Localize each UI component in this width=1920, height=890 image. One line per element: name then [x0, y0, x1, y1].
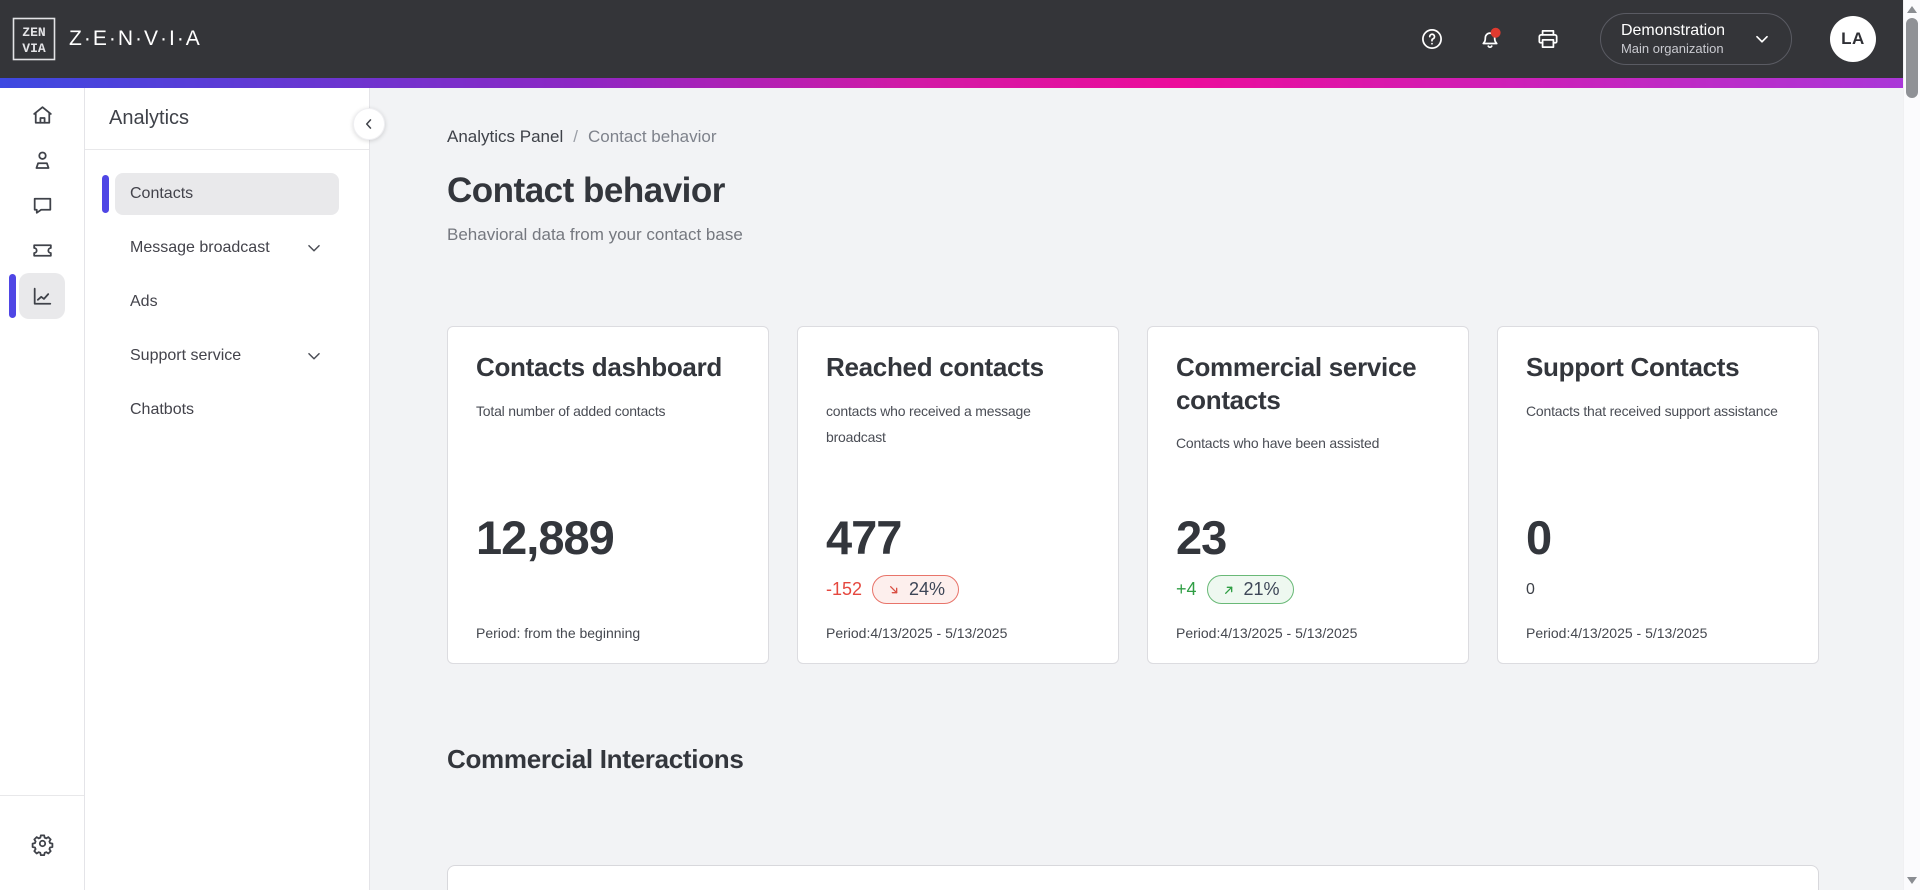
notifications-button[interactable]: [1470, 19, 1510, 59]
card-title: Support Contacts: [1526, 352, 1740, 382]
home-icon: [32, 105, 52, 124]
card-contacts-dashboard: Contacts dashboard Total number of added…: [447, 326, 769, 664]
topbar: ZEN VIA Z·E·N·V·I·A: [0, 0, 1903, 78]
sidebar-item-contacts[interactable]: Contacts: [102, 173, 339, 215]
rail-item-analytics[interactable]: [9, 273, 65, 319]
page-scrollbar[interactable]: [1903, 0, 1920, 890]
chat-bubble-icon: [33, 197, 51, 214]
delta-value: 0: [1526, 580, 1535, 598]
rail-footer: [0, 795, 84, 890]
card-title: Commercial service contacts: [1176, 352, 1417, 415]
zenvia-logo-icon: ZEN VIA: [12, 17, 56, 61]
chevron-down-icon: [1756, 35, 1768, 43]
breadcrumb-separator: /: [573, 127, 578, 146]
analytics-sidebar: Analytics Contacts Message broadcast Ads…: [85, 88, 385, 890]
breadcrumb-current: Contact behavior: [587, 127, 717, 146]
delta-percent: 21%: [1243, 579, 1280, 599]
card-title: Contacts dashboard: [476, 352, 722, 382]
scrollbar-thumb[interactable]: [1906, 18, 1918, 98]
organization-sub: Main organization: [1620, 40, 1724, 56]
commercial-interactions-card: [447, 865, 1819, 890]
card-value: 0: [1526, 511, 1552, 565]
card-delta-row: -152 24%: [826, 566, 1090, 613]
breadcrumb: Analytics Panel / Contact behavior: [447, 127, 1819, 147]
card-description: Contacts that received support assistanc…: [1526, 402, 1778, 419]
card-period: Period:4/13/2025 - 5/13/2025: [826, 625, 1008, 641]
card-period: Period: from the beginning: [476, 625, 641, 641]
page-title: Contact behavior: [447, 171, 725, 210]
rail-item-home[interactable]: [19, 93, 65, 137]
sidebar-title: Analytics: [109, 107, 190, 129]
delta-percent: 24%: [909, 579, 946, 599]
kpi-cards-row: Contacts dashboard Total number of added…: [447, 326, 1819, 664]
card-period: Period:4/13/2025 - 5/13/2025: [1526, 625, 1708, 641]
rail-item-tickets[interactable]: [19, 228, 65, 272]
card-reached-contacts: Reached contacts contacts who received a…: [797, 326, 1119, 664]
section-title-commercial-interactions: Commercial Interactions: [447, 744, 744, 774]
brand-wordmark: Z·E·N·V·I·A: [69, 27, 202, 50]
arrow-down-right-icon: [890, 585, 898, 593]
card-title: Reached contacts: [826, 352, 1044, 382]
sidebar-nav: Contacts Message broadcast Ads Support s…: [102, 173, 345, 431]
scrollbar-up-arrow[interactable]: [1907, 6, 1917, 13]
card-support-contacts: Support Contacts Contacts that received …: [1497, 326, 1819, 664]
icon-rail: [0, 88, 85, 890]
main-content: Analytics Panel / Contact behavior Conta…: [370, 88, 1905, 890]
chevron-down-icon: [303, 345, 325, 367]
sidebar-item-ads[interactable]: Ads: [115, 281, 339, 323]
chevron-down-icon: [303, 237, 325, 259]
bell-icon: [1482, 27, 1501, 49]
rail-item-conversations[interactable]: [19, 183, 65, 227]
card-value: 12,889: [476, 511, 615, 565]
sidebar-item-message-broadcast[interactable]: Message broadcast: [115, 227, 339, 269]
rail-item-contacts[interactable]: [19, 138, 65, 182]
help-button[interactable]: [1412, 19, 1452, 59]
svg-text:VIA: VIA: [22, 41, 46, 56]
card-period: Period:4/13/2025 - 5/13/2025: [1176, 625, 1358, 641]
printer-icon: [1538, 30, 1558, 48]
rail-item-settings[interactable]: [19, 821, 65, 865]
sidebar-collapse-button[interactable]: [353, 108, 385, 140]
card-description: contacts who received a message broadcas…: [826, 402, 1031, 446]
card-description: Contacts who have been assisted: [1176, 435, 1380, 451]
card-delta-row: +4 21%: [1176, 566, 1440, 613]
svg-text:ZEN: ZEN: [22, 25, 45, 40]
person-icon: [35, 151, 49, 169]
help-icon: [1421, 29, 1442, 49]
sidebar-item-label: Chatbots: [130, 401, 195, 418]
sidebar-item-support-service[interactable]: Support service: [115, 335, 339, 377]
trend-badge-up: 21%: [1206, 575, 1294, 604]
card-commercial-service-contacts: Commercial service contacts Contacts who…: [1147, 326, 1469, 664]
sidebar-item-label: Message broadcast: [130, 239, 270, 256]
organization-switcher[interactable]: Demonstration Main organization: [1599, 12, 1792, 66]
gear-icon: [31, 833, 53, 856]
page-subtitle: Behavioral data from your contact base: [447, 225, 743, 244]
arrow-up-right-icon: [1224, 586, 1232, 594]
line-chart-icon: [33, 287, 51, 305]
card-description: Total number of added contacts: [476, 402, 666, 419]
notification-dot: [1490, 27, 1501, 38]
scrollbar-down-arrow[interactable]: [1907, 877, 1917, 884]
sidebar-header: Analytics: [85, 88, 369, 150]
card-delta-row: [476, 566, 740, 613]
chevron-left-icon: [366, 119, 372, 129]
user-avatar[interactable]: LA: [1830, 16, 1876, 62]
delta-value: +4: [1176, 579, 1197, 599]
breadcrumb-analytics-panel[interactable]: Analytics Panel: [447, 127, 564, 146]
zenvia-brand[interactable]: ZEN VIA Z·E·N·V·I·A: [12, 17, 202, 61]
print-button[interactable]: [1528, 19, 1568, 59]
card-value: 477: [826, 511, 902, 565]
sidebar-item-chatbots[interactable]: Chatbots: [115, 389, 339, 431]
sidebar-item-label: Support service: [130, 347, 242, 364]
ticket-icon: [32, 243, 52, 257]
sidebar-item-label: Contacts: [130, 185, 194, 202]
organization-name: Demonstration: [1620, 21, 1725, 39]
brand-gradient-bar: [0, 78, 1903, 88]
sidebar-item-label: Ads: [130, 293, 158, 310]
delta-value: -152: [826, 579, 863, 599]
card-delta-row: 0: [1526, 566, 1790, 613]
trend-badge-down: 24%: [872, 575, 960, 604]
card-value: 23: [1176, 511, 1227, 565]
